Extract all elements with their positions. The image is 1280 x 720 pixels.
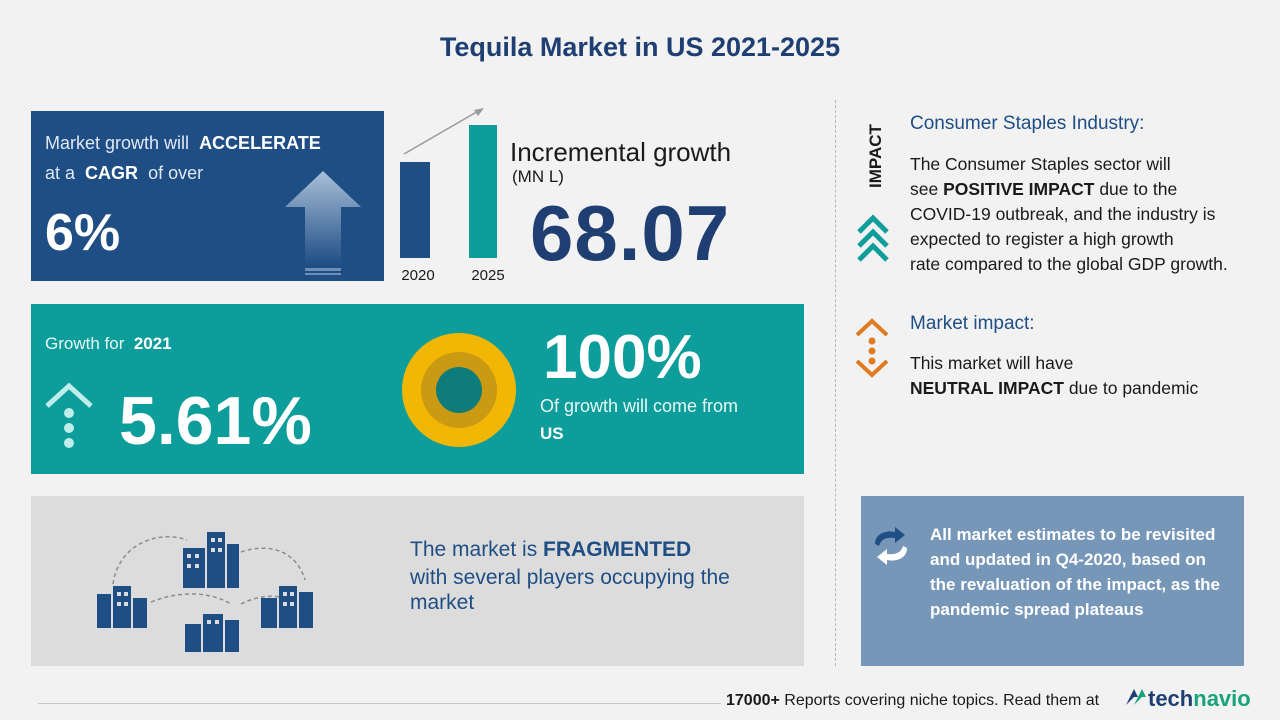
positive-chevron-icon bbox=[857, 214, 889, 262]
buildings-network-icon bbox=[97, 532, 313, 652]
fragmented-line1: The market is FRAGMENTED bbox=[410, 538, 691, 562]
cs-body-line3: COVID-19 outbreak, and the industry is bbox=[910, 204, 1216, 224]
consumer-staples-heading: Consumer Staples Industry: bbox=[910, 113, 1145, 134]
cagr-line2-prefix: at a bbox=[45, 163, 76, 183]
share-region: US bbox=[540, 424, 564, 443]
neutral-impact-text: NEUTRAL IMPACT bbox=[910, 378, 1064, 398]
cagr-accelerate: ACCELERATE bbox=[199, 133, 321, 153]
column-divider bbox=[835, 100, 836, 666]
cs-body-line5: rate compared to the global GDP growth. bbox=[910, 254, 1228, 274]
page-title: Tequila Market in US 2021-2025 bbox=[439, 32, 841, 62]
incremental-bar-chart: 2020 2025 bbox=[400, 108, 505, 284]
fragmented-prefix: The market is bbox=[410, 538, 538, 561]
cs-body-line4: expected to register a high growth bbox=[910, 229, 1174, 249]
cagr-line1: Market growth will ACCELERATE bbox=[45, 133, 321, 154]
impact-label-text: IMPACT bbox=[866, 123, 885, 188]
footer-count: 17000+ bbox=[726, 692, 780, 709]
year-label-2020: 2020 bbox=[401, 267, 434, 284]
impact-vertical-label: IMPACT bbox=[866, 123, 885, 188]
growth-panel: Growth for 2021 5.61% 100% Of growth wil… bbox=[31, 304, 804, 474]
incremental-growth-value: 68.07 bbox=[530, 189, 731, 277]
trend-arrowhead bbox=[474, 108, 484, 116]
cs-body-line1: The Consumer Staples sector will bbox=[910, 154, 1171, 174]
year-label-2025: 2025 bbox=[471, 267, 504, 284]
cagr-keyword: CAGR bbox=[85, 163, 139, 183]
share-text: Of growth will come from bbox=[540, 396, 739, 416]
fragmented-panel: The market is FRAGMENTED with several pl… bbox=[31, 496, 804, 666]
bar-2025 bbox=[469, 125, 497, 258]
technavio-logo[interactable]: technavio bbox=[1148, 686, 1251, 712]
trend-line bbox=[403, 109, 481, 155]
logo-part-tech: tech bbox=[1148, 686, 1194, 711]
fragmented-keyword: FRAGMENTED bbox=[543, 538, 692, 561]
cs-body-line2-prefix: see bbox=[910, 179, 939, 199]
technavio-logo-icon bbox=[1126, 689, 1146, 705]
consumer-staples-body: The Consumer Staples sector will see POS… bbox=[910, 152, 1275, 277]
market-impact-line1: This market will have bbox=[910, 353, 1074, 373]
market-impact-heading: Market impact: bbox=[910, 313, 1035, 334]
growth-value: 5.61% bbox=[119, 383, 312, 459]
refresh-arrows-icon bbox=[875, 527, 907, 565]
cagr-line2: at a CAGR of over bbox=[45, 163, 203, 184]
footer-caption: Reports covering niche topics. Read them… bbox=[784, 692, 1100, 709]
up-arrow-icon bbox=[285, 171, 361, 275]
growth-label-prefix: Growth for bbox=[45, 334, 125, 353]
share-donut-icon bbox=[402, 333, 516, 447]
logo-part-navio: navio bbox=[1193, 686, 1251, 711]
growth-year: 2021 bbox=[133, 334, 172, 353]
revisit-note-text: All market estimates to be revisited and… bbox=[930, 525, 1221, 619]
fragmented-line3: market bbox=[410, 591, 475, 614]
revisit-note-box: All market estimates to be revisited and… bbox=[861, 496, 1244, 666]
cagr-panel: Market growth will ACCELERATE at a CAGR … bbox=[31, 111, 384, 281]
cagr-line1-prefix: Market growth will bbox=[45, 133, 190, 153]
footer-text: 17000+ Reports covering niche topics. Re… bbox=[726, 692, 1099, 710]
share-value: 100% bbox=[543, 323, 702, 392]
footer-rule bbox=[38, 703, 721, 704]
market-impact-line2: NEUTRAL IMPACT due to pandemic bbox=[910, 378, 1198, 399]
growth-label: Growth for 2021 bbox=[45, 334, 172, 354]
cs-body-line2-suffix: due to the bbox=[1099, 179, 1178, 199]
neutral-impact-icon bbox=[855, 318, 889, 378]
growth-up-icon bbox=[45, 382, 93, 448]
incremental-growth-label: Incremental growth bbox=[510, 137, 732, 167]
cagr-line2-suffix: of over bbox=[148, 163, 204, 183]
cagr-value: 6% bbox=[45, 204, 121, 262]
positive-impact-text: POSITIVE IMPACT bbox=[943, 179, 1095, 199]
cs-body-line2: see POSITIVE IMPACT due to the bbox=[910, 177, 1275, 202]
fragmented-line2: with several players occupying the bbox=[410, 566, 730, 589]
market-impact-line2-suffix: due to pandemic bbox=[1068, 378, 1199, 398]
incremental-growth-unit: (MN L) bbox=[512, 167, 564, 186]
bar-2020 bbox=[400, 162, 430, 258]
